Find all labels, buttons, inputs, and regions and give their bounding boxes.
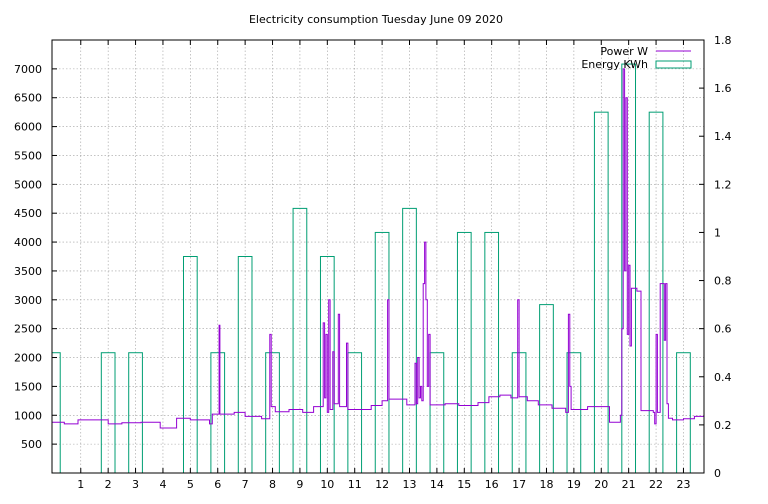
energy-bar	[265, 352, 280, 474]
energy-bar	[539, 304, 554, 474]
y-right-tick-label: 0	[714, 467, 721, 480]
x-tick-label: 16	[485, 478, 499, 491]
y-left-tick-label: 1500	[14, 380, 42, 393]
y-right-tick-label: 0.4	[714, 371, 732, 384]
x-tick-label: 6	[214, 478, 221, 491]
legend-energy-label: Energy KWh	[581, 58, 648, 71]
legend-power-label: Power W	[600, 45, 648, 58]
energy-bar	[347, 352, 363, 474]
x-axis: 1 2 3 4 5 6 7 8 9 10 11 12 13 14 15 16 17 18 19 20 21 22 23	[77, 40, 690, 491]
chart-title: Electricity consumption Tuesday June 09 …	[249, 13, 503, 26]
plot-frame	[51, 39, 705, 474]
y-right-tick-label: 1	[714, 226, 721, 239]
y-axis-left: 500 1000 1500 2000 2500 3000 3500 4000 4500 5000 5…	[14, 63, 57, 451]
y-left-tick-label: 6000	[14, 121, 42, 134]
energy-bar	[210, 352, 226, 474]
x-tick-label: 7	[242, 478, 249, 491]
x-tick-label: 9	[296, 478, 303, 491]
y-left-tick-label: 1000	[14, 409, 42, 422]
x-tick-label: 10	[320, 478, 334, 491]
energy-bar	[429, 352, 445, 474]
energy-bar	[100, 352, 116, 474]
y-left-tick-label: 2500	[14, 323, 42, 336]
y-right-tick-label: 0.6	[714, 323, 732, 336]
x-tick-label: 19	[567, 478, 581, 491]
y-left-tick-label: 3500	[14, 265, 42, 278]
x-tick-label: 21	[622, 478, 636, 491]
x-tick-label: 13	[403, 478, 417, 491]
x-tick-label: 4	[159, 478, 166, 491]
y-right-tick-label: 1.8	[714, 34, 732, 47]
legend-energy-swatch	[655, 60, 692, 69]
y-left-tick-label: 4500	[14, 207, 42, 220]
x-tick-label: 23	[676, 478, 690, 491]
x-tick-label: 20	[594, 478, 608, 491]
y-left-tick-label: 500	[21, 438, 42, 451]
y-right-tick-label: 0.8	[714, 275, 732, 288]
x-tick-label: 18	[539, 478, 553, 491]
x-tick-label: 3	[132, 478, 139, 491]
energy-bar	[676, 352, 691, 474]
x-tick-label: 15	[457, 478, 471, 491]
x-tick-label: 2	[105, 478, 112, 491]
x-tick-label: 22	[649, 478, 663, 491]
x-tick-label: 11	[348, 478, 362, 491]
y-right-tick-label: 1.4	[714, 130, 732, 143]
y-right-tick-label: 1.6	[714, 82, 732, 95]
y-right-tick-label: 0.2	[714, 419, 732, 432]
x-tick-label: 1	[77, 478, 84, 491]
grid-lines	[52, 40, 704, 473]
x-tick-label: 17	[512, 478, 526, 491]
energy-bar	[51, 352, 61, 474]
y-left-tick-label: 4000	[14, 236, 42, 249]
power-line	[52, 68, 704, 429]
y-right-tick-label: 1.2	[714, 178, 732, 191]
y-left-tick-label: 2000	[14, 352, 42, 365]
x-tick-label: 8	[269, 478, 276, 491]
y-left-tick-label: 7000	[14, 63, 42, 76]
y-left-tick-label: 3000	[14, 294, 42, 307]
x-tick-label: 12	[375, 478, 389, 491]
x-tick-label: 14	[430, 478, 444, 491]
energy-bar	[566, 352, 582, 474]
x-tick-label: 5	[187, 478, 194, 491]
energy-bar	[128, 352, 143, 474]
y-left-tick-label: 5500	[14, 149, 42, 162]
y-left-tick-label: 5000	[14, 178, 42, 191]
legend: Power W Energy KWh	[581, 45, 692, 71]
energy-bars	[51, 63, 691, 474]
y-left-tick-label: 6500	[14, 92, 42, 105]
